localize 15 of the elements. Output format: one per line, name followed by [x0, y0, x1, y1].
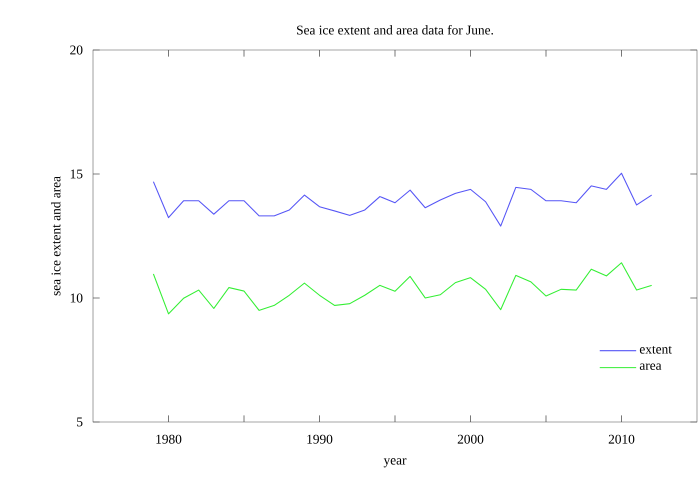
legend-label: extent [640, 346, 672, 354]
x-tick-label: 2000 [458, 434, 484, 444]
x-tick-label: 2010 [608, 434, 634, 444]
x-axis-title: year [384, 458, 406, 468]
legend-label: area [640, 363, 662, 370]
line-series [152, 172, 652, 227]
x-tick-label: 1990 [307, 434, 332, 444]
y-tick-label: 20 [70, 45, 82, 54]
line-series [152, 262, 652, 314]
y-axis-title: sea ice extent and area [51, 176, 60, 296]
y-tick-label: 15 [70, 170, 82, 178]
y-tick-label: 10 [70, 293, 82, 302]
x-tick-label: 1980 [156, 434, 182, 444]
chart-title: Sea ice extent and area data for June. [297, 25, 493, 35]
y-tick-label: 5 [77, 418, 82, 426]
